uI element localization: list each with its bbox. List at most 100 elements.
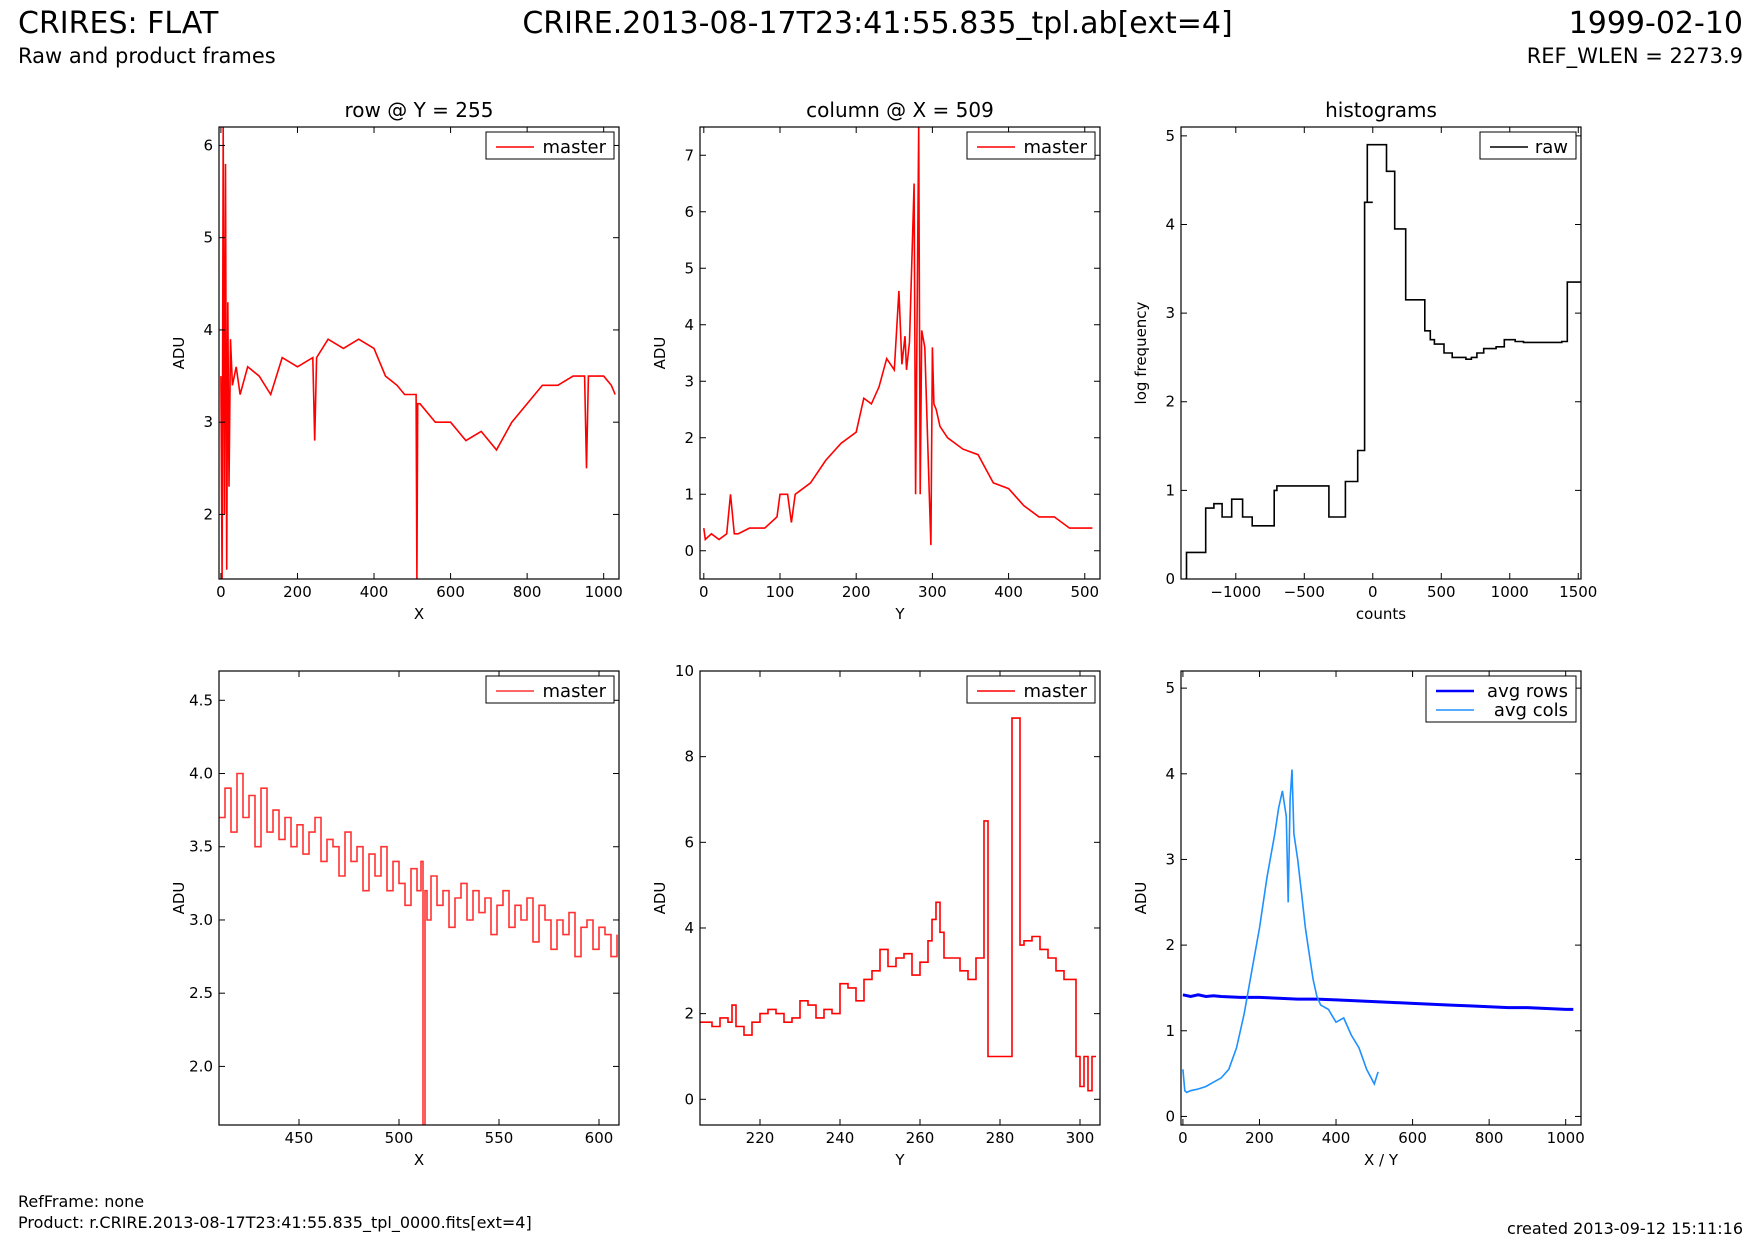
y-tick-label: 4.0 [189, 765, 213, 783]
plot-title: row @ Y = 255 [345, 98, 494, 122]
legend-label: master [1024, 137, 1088, 158]
x-tick-label: 0 [1368, 583, 1378, 601]
y-tick-label: 3.5 [189, 838, 213, 856]
y-tick-label: 10 [675, 662, 694, 680]
x-axis-label: X [414, 605, 424, 623]
y-tick-label: 0 [684, 542, 694, 560]
x-tick-label: 1000 [585, 583, 623, 601]
x-tick-label: −1000 [1210, 583, 1261, 601]
x-tick-label: 1000 [1491, 583, 1529, 601]
y-tick-label: 0 [1165, 570, 1175, 588]
x-tick-label: 300 [918, 583, 947, 601]
legend-box [1479, 131, 1577, 160]
legend-label: avg rows [1487, 681, 1568, 702]
ref-wlen-label: REF_WLEN = 2273.9 [1526, 44, 1743, 68]
file-title: CRIRE.2013-08-17T23:41:55.835_tpl.ab[ext… [522, 6, 1233, 41]
y-tick-label: 0 [1165, 1107, 1175, 1125]
series-line-master [700, 717, 1096, 1092]
legend-box [966, 131, 1096, 160]
y-tick-label: 3 [203, 413, 213, 431]
instrument-title: CRIRES: FLAT [18, 6, 219, 41]
x-tick-label: 800 [1475, 1129, 1504, 1147]
y-tick-label: 5 [684, 259, 694, 277]
y-tick-label: 3.0 [189, 911, 213, 929]
x-axis-label: X [414, 1151, 424, 1169]
y-tick-label: 6 [684, 833, 694, 851]
x-tick-label: 300 [1066, 1129, 1095, 1147]
y-tick-label: 2 [684, 429, 694, 447]
plot-panel-2: 0 100 200 300 400 500 0 1 2 3 4 5 6 7 Y ADU column @ X =… [651, 98, 1101, 623]
y-tick-label: 2 [1165, 393, 1175, 411]
legend: raw [1479, 131, 1577, 160]
y-tick-label: 5 [203, 229, 213, 247]
x-tick-label: 500 [1427, 583, 1456, 601]
y-tick-label: 3 [684, 372, 694, 390]
x-tick-label: 0 [699, 583, 709, 601]
y-tick-label: 4 [684, 316, 694, 334]
x-axis-label: Y [894, 1151, 905, 1169]
y-tick-label: 2 [684, 1005, 694, 1023]
x-tick-label: 600 [585, 1129, 614, 1147]
legend-label: avg cols [1494, 700, 1568, 721]
legend-label: master [1024, 681, 1088, 702]
y-tick-label: 0 [684, 1090, 694, 1108]
y-tick-label: 1 [1165, 1022, 1175, 1040]
y-tick-label: 3 [1165, 304, 1175, 322]
x-tick-label: 500 [1070, 583, 1099, 601]
y-axis-label: ADU [1132, 882, 1150, 915]
plot-panel-1: 0 200 400 600 800 1000 2 3 4 5 6 X ADU row @ Y = 255 m… [170, 98, 623, 623]
plot-frame [699, 670, 1101, 1126]
plot-title: histograms [1325, 98, 1437, 122]
x-tick-label: 500 [385, 1129, 414, 1147]
legend-box [485, 675, 615, 704]
x-tick-label: 200 [842, 583, 871, 601]
y-axis-label: ADU [170, 337, 188, 370]
y-tick-label: 4 [1165, 765, 1175, 783]
legend-box [485, 131, 615, 160]
y-axis-label: ADU [170, 882, 188, 915]
y-tick-label: 5 [1165, 679, 1175, 697]
legend-label: master [543, 137, 607, 158]
x-tick-label: 200 [1245, 1129, 1274, 1147]
plot-frame [218, 126, 620, 580]
plot-frame [1180, 126, 1582, 580]
x-tick-label: 280 [986, 1129, 1015, 1147]
legend: master [485, 131, 615, 160]
y-tick-label: 2.5 [189, 984, 213, 1002]
legend-label: master [543, 681, 607, 702]
y-tick-label: 7 [684, 146, 694, 164]
legend: master [485, 675, 615, 704]
x-tick-label: 450 [285, 1129, 314, 1147]
subtitle: Raw and product frames [18, 44, 276, 68]
y-tick-label: 3 [1165, 850, 1175, 868]
y-tick-label: 6 [203, 136, 213, 154]
y-tick-label: 1 [1165, 481, 1175, 499]
x-tick-label: 550 [485, 1129, 514, 1147]
plot-frame [699, 126, 1101, 580]
series-line-master [219, 772, 618, 1125]
series-line-raw [1185, 143, 1581, 579]
x-tick-label: 0 [216, 583, 226, 601]
y-axis-label: ADU [651, 882, 669, 915]
y-tick-label: 2 [1165, 936, 1175, 954]
x-tick-label: −500 [1284, 583, 1325, 601]
legend-box [966, 675, 1096, 704]
plot-frame [218, 670, 620, 1126]
legend: master [966, 131, 1096, 160]
x-tick-label: 0 [1178, 1129, 1188, 1147]
legend-box [1425, 675, 1577, 723]
legend: master [966, 675, 1096, 704]
x-tick-label: 1500 [1559, 583, 1597, 601]
plot-title: column @ X = 509 [806, 98, 994, 122]
y-tick-label: 4 [684, 919, 694, 937]
plot-panel-4: 450 500 550 600 2.0 2.5 3.0 3.5 4.0 4.5 X ADU master [170, 670, 620, 1169]
series-line-master [703, 127, 1093, 546]
x-tick-label: 260 [906, 1129, 935, 1147]
y-axis-label: log frequency [1132, 301, 1150, 404]
series-line-master [220, 127, 616, 579]
y-tick-label: 4 [1165, 215, 1175, 233]
y-tick-label: 1 [684, 485, 694, 503]
product-label: Product: r.CRIRE.2013-08-17T23:41:55.835… [18, 1213, 532, 1232]
y-tick-label: 2 [203, 505, 213, 523]
